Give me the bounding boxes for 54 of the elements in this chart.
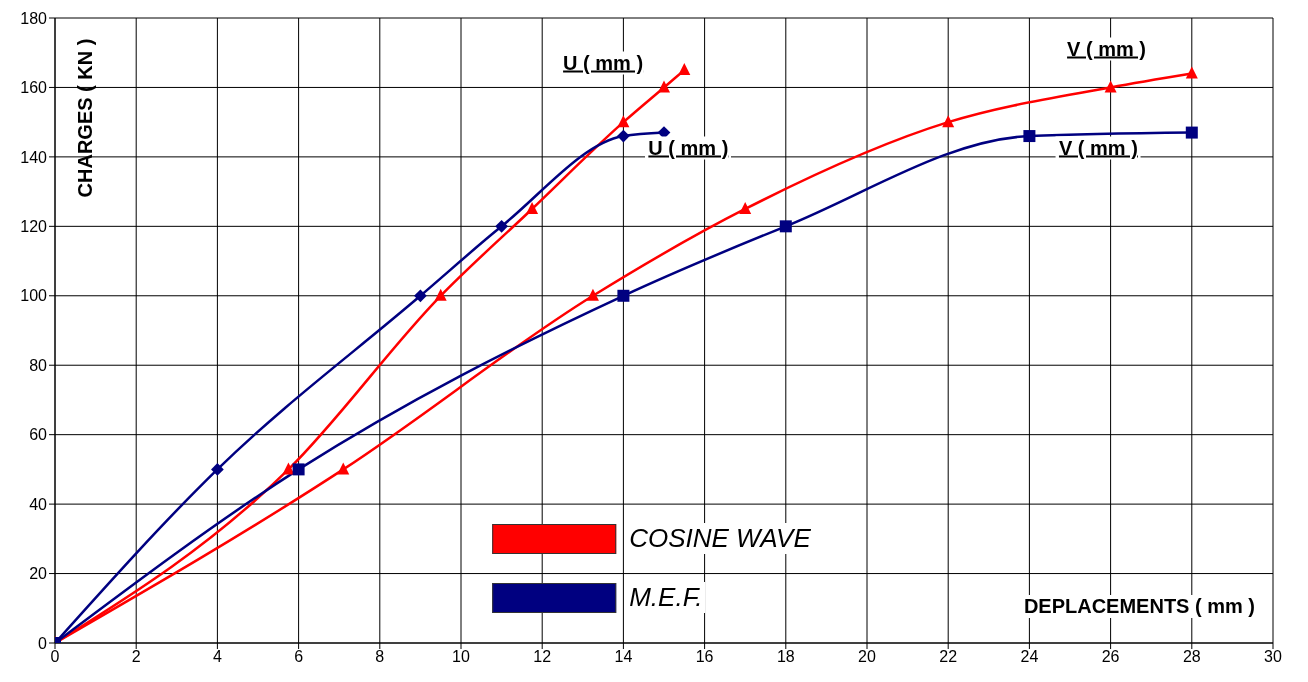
- y-tick-label: 120: [20, 218, 48, 236]
- x-tick-label: 10: [452, 648, 470, 666]
- point: [414, 289, 427, 303]
- point: [1185, 66, 1198, 79]
- point: [434, 288, 447, 301]
- y-tick-label: 40: [29, 495, 48, 513]
- x-tick-label: 2: [131, 648, 141, 666]
- point: [617, 115, 630, 128]
- annotation: V ( mm ): [1055, 136, 1141, 160]
- y-axis-title: CHARGES ( KN ): [73, 38, 97, 198]
- point: [617, 129, 630, 143]
- point: [1185, 126, 1198, 139]
- x-tick-label: 18: [776, 648, 795, 666]
- y-tick-label: 0: [38, 634, 48, 652]
- annotation: V ( mm ): [1064, 37, 1149, 61]
- point: [292, 463, 305, 476]
- legend-label: M.E.F.: [626, 582, 706, 613]
- x-tick-label: 14: [614, 648, 633, 666]
- y-tick-label: 80: [29, 356, 48, 374]
- x-tick-label: 6: [294, 648, 304, 666]
- annotation: U ( mm ): [560, 51, 647, 75]
- y-tick-label: 100: [20, 287, 48, 305]
- point: [526, 201, 539, 214]
- x-tick-label: 26: [1101, 648, 1120, 666]
- point: [779, 220, 792, 233]
- point: [1104, 80, 1117, 93]
- point: [211, 463, 224, 476]
- x-tick-label: 20: [858, 648, 876, 666]
- x-tick-label: 4: [212, 648, 222, 666]
- point: [617, 289, 630, 302]
- point: [658, 80, 670, 93]
- x-axis-title: DEPLACEMENTS ( mm ): [1020, 595, 1258, 618]
- x-tick-label: 16: [695, 648, 714, 666]
- point: [495, 219, 508, 233]
- point: [586, 288, 599, 301]
- x-tick-label: 8: [375, 648, 385, 666]
- legend-label: COSINE WAVE: [626, 523, 814, 554]
- point: [739, 201, 752, 214]
- y-tick-label: 180: [20, 9, 48, 27]
- y-tick-label: 160: [20, 79, 48, 97]
- x-tick-label: 0: [50, 648, 60, 666]
- point: [337, 462, 350, 475]
- x-tick-label: 12: [533, 648, 552, 666]
- y-tick-label: 140: [20, 148, 48, 166]
- point: [942, 115, 955, 128]
- point: [678, 63, 691, 76]
- point: [1023, 130, 1036, 143]
- annotation: U ( mm ): [645, 136, 732, 160]
- x-tick-label: 24: [1020, 648, 1039, 666]
- y-tick-label: 20: [29, 565, 48, 583]
- y-tick-label: 60: [29, 426, 48, 444]
- x-tick-label: 22: [939, 648, 958, 666]
- x-tick-label: 30: [1264, 648, 1282, 666]
- x-tick-label: 28: [1182, 648, 1201, 666]
